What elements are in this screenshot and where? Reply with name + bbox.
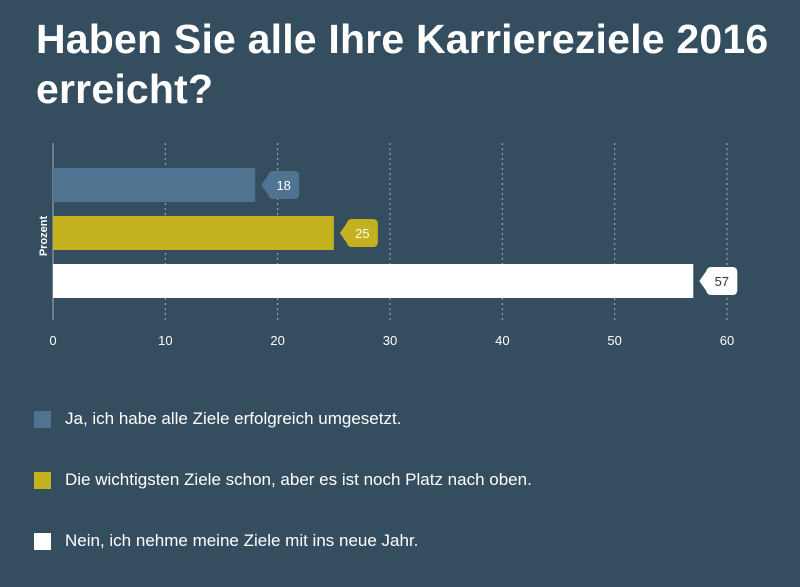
- legend-item: Ja, ich habe alle Ziele erfolgreich umge…: [34, 404, 532, 434]
- chart-title: Haben Sie alle Ihre Karriereziele 2016 e…: [36, 16, 769, 112]
- data-label: 18: [276, 178, 290, 193]
- value-callout: [261, 171, 300, 199]
- legend-label: Die wichtigsten Ziele schon, aber es ist…: [65, 470, 532, 489]
- x-tick-label: 60: [720, 333, 734, 348]
- legend-label: Nein, ich nehme meine Ziele mit ins neue…: [65, 531, 419, 550]
- data-label: 57: [715, 274, 729, 289]
- value-callout: [699, 267, 738, 295]
- legend-label: Ja, ich habe alle Ziele erfolgreich umge…: [65, 409, 402, 428]
- legend-item: Die wichtigsten Ziele schon, aber es ist…: [34, 465, 532, 495]
- bar: [53, 216, 334, 250]
- value-callout: [339, 219, 378, 247]
- x-tick-label: 0: [49, 333, 56, 348]
- legend-swatch: [34, 410, 51, 428]
- legend-swatch: [34, 532, 51, 550]
- legend-swatch: [34, 471, 51, 489]
- x-tick-label: 50: [607, 333, 621, 348]
- y-axis-label: Prozent: [38, 215, 50, 256]
- legend: Ja, ich habe alle Ziele erfolgreich umge…: [34, 404, 532, 587]
- x-tick-label: 30: [383, 333, 397, 348]
- x-tick-label: 10: [158, 333, 172, 348]
- bar-chart: 18 25 57 0 10 20 30 40 50 60 Prozent: [38, 143, 738, 348]
- bar: [53, 264, 694, 298]
- legend-item: Nein, ich nehme meine Ziele mit ins neue…: [34, 526, 532, 556]
- x-tick-label: 40: [495, 333, 509, 348]
- x-tick-label: 20: [270, 333, 284, 348]
- bar: [53, 168, 256, 202]
- data-label: 25: [355, 226, 369, 241]
